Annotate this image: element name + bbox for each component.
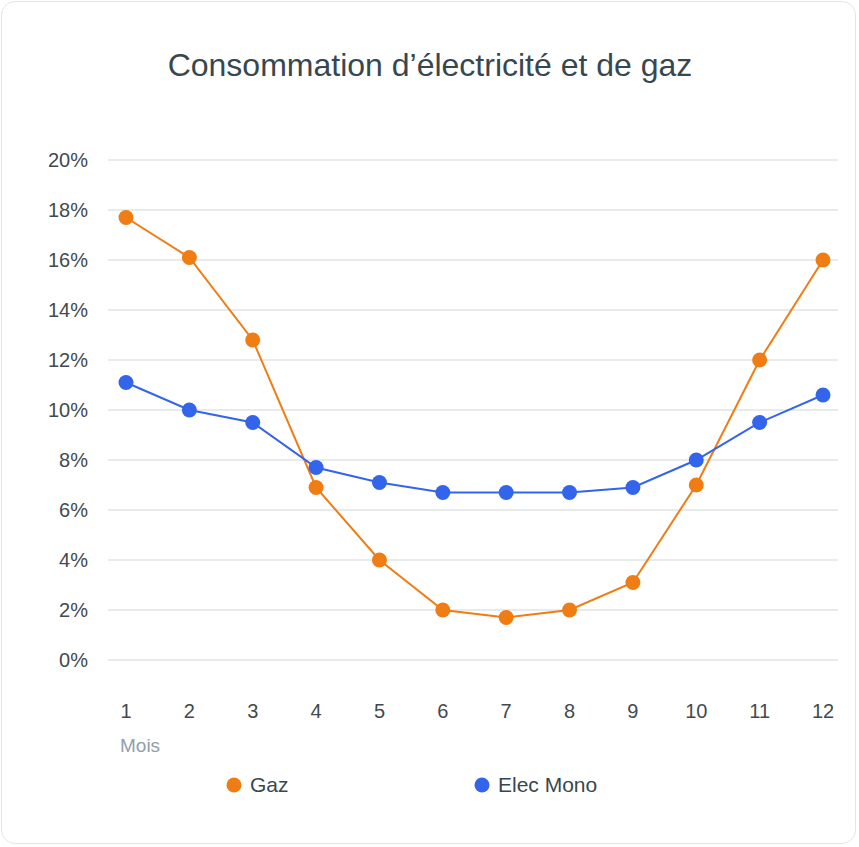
point <box>182 403 197 418</box>
point <box>499 485 514 500</box>
x-tick-label: 3 <box>247 700 258 722</box>
grid-line <box>108 559 838 561</box>
x-tick-label: 2 <box>184 700 195 722</box>
y-tick-label: 12% <box>48 349 88 371</box>
series-line <box>126 383 823 493</box>
x-tick-label: 7 <box>501 700 512 722</box>
point <box>816 253 831 268</box>
grid-line <box>108 659 838 661</box>
grid-line <box>108 209 838 211</box>
x-tick-label: 6 <box>437 700 448 722</box>
x-tick-label: 5 <box>374 700 385 722</box>
point <box>562 603 577 618</box>
x-tick-label: 9 <box>627 700 638 722</box>
point <box>689 478 704 493</box>
x-tick-label: 10 <box>685 700 707 722</box>
point <box>245 333 260 348</box>
grid <box>108 160 838 660</box>
y-tick-label: 14% <box>48 299 88 321</box>
grid-line <box>108 309 838 311</box>
y-tick-label: 4% <box>59 549 88 571</box>
point <box>372 553 387 568</box>
x-tick-label: 1 <box>120 700 131 722</box>
point <box>309 480 324 495</box>
y-tick-label: 18% <box>48 199 88 221</box>
legend-marker <box>475 778 490 793</box>
point <box>562 485 577 500</box>
x-tick-label: 4 <box>311 700 322 722</box>
title: Consommation d’électricité et de gaz <box>168 47 693 83</box>
grid-line <box>108 609 838 611</box>
y-tick-label: 8% <box>59 449 88 471</box>
x-axis-label: Mois <box>120 735 160 756</box>
y-tick-label: 20% <box>48 149 88 171</box>
point <box>372 475 387 490</box>
legend-label: Gaz <box>250 773 289 796</box>
point <box>752 353 767 368</box>
plot-area <box>119 210 831 625</box>
legend-marker <box>227 778 242 793</box>
x-tick-label: 12 <box>812 700 834 722</box>
x-tick-label: 11 <box>749 700 770 722</box>
grid-line <box>108 159 838 161</box>
y-tick-label: 0% <box>59 649 88 671</box>
point <box>689 453 704 468</box>
legend: Gaz Elec Mono <box>227 773 598 796</box>
point <box>752 415 767 430</box>
x-tick-label: 8 <box>564 700 575 722</box>
grid-line <box>108 359 838 361</box>
grid-line <box>108 409 838 411</box>
point <box>309 460 324 475</box>
point <box>245 415 260 430</box>
y-tick-label: 10% <box>48 399 88 421</box>
point <box>816 388 831 403</box>
point <box>499 610 514 625</box>
point <box>119 210 134 225</box>
y-tick-label: 6% <box>59 499 88 521</box>
legend-label: Elec Mono <box>498 773 597 796</box>
point <box>435 603 450 618</box>
point <box>625 480 640 495</box>
grid-line <box>108 459 838 461</box>
point <box>182 250 197 265</box>
grid-line <box>108 259 838 261</box>
y-tick-label: 16% <box>48 249 88 271</box>
point <box>119 375 134 390</box>
y-tick-label: 2% <box>59 599 88 621</box>
point <box>435 485 450 500</box>
series-line <box>126 218 823 618</box>
grid-line <box>108 509 838 511</box>
point <box>625 575 640 590</box>
chart: Consommation d’électricité et de gaz 0% 2%… <box>0 0 859 847</box>
